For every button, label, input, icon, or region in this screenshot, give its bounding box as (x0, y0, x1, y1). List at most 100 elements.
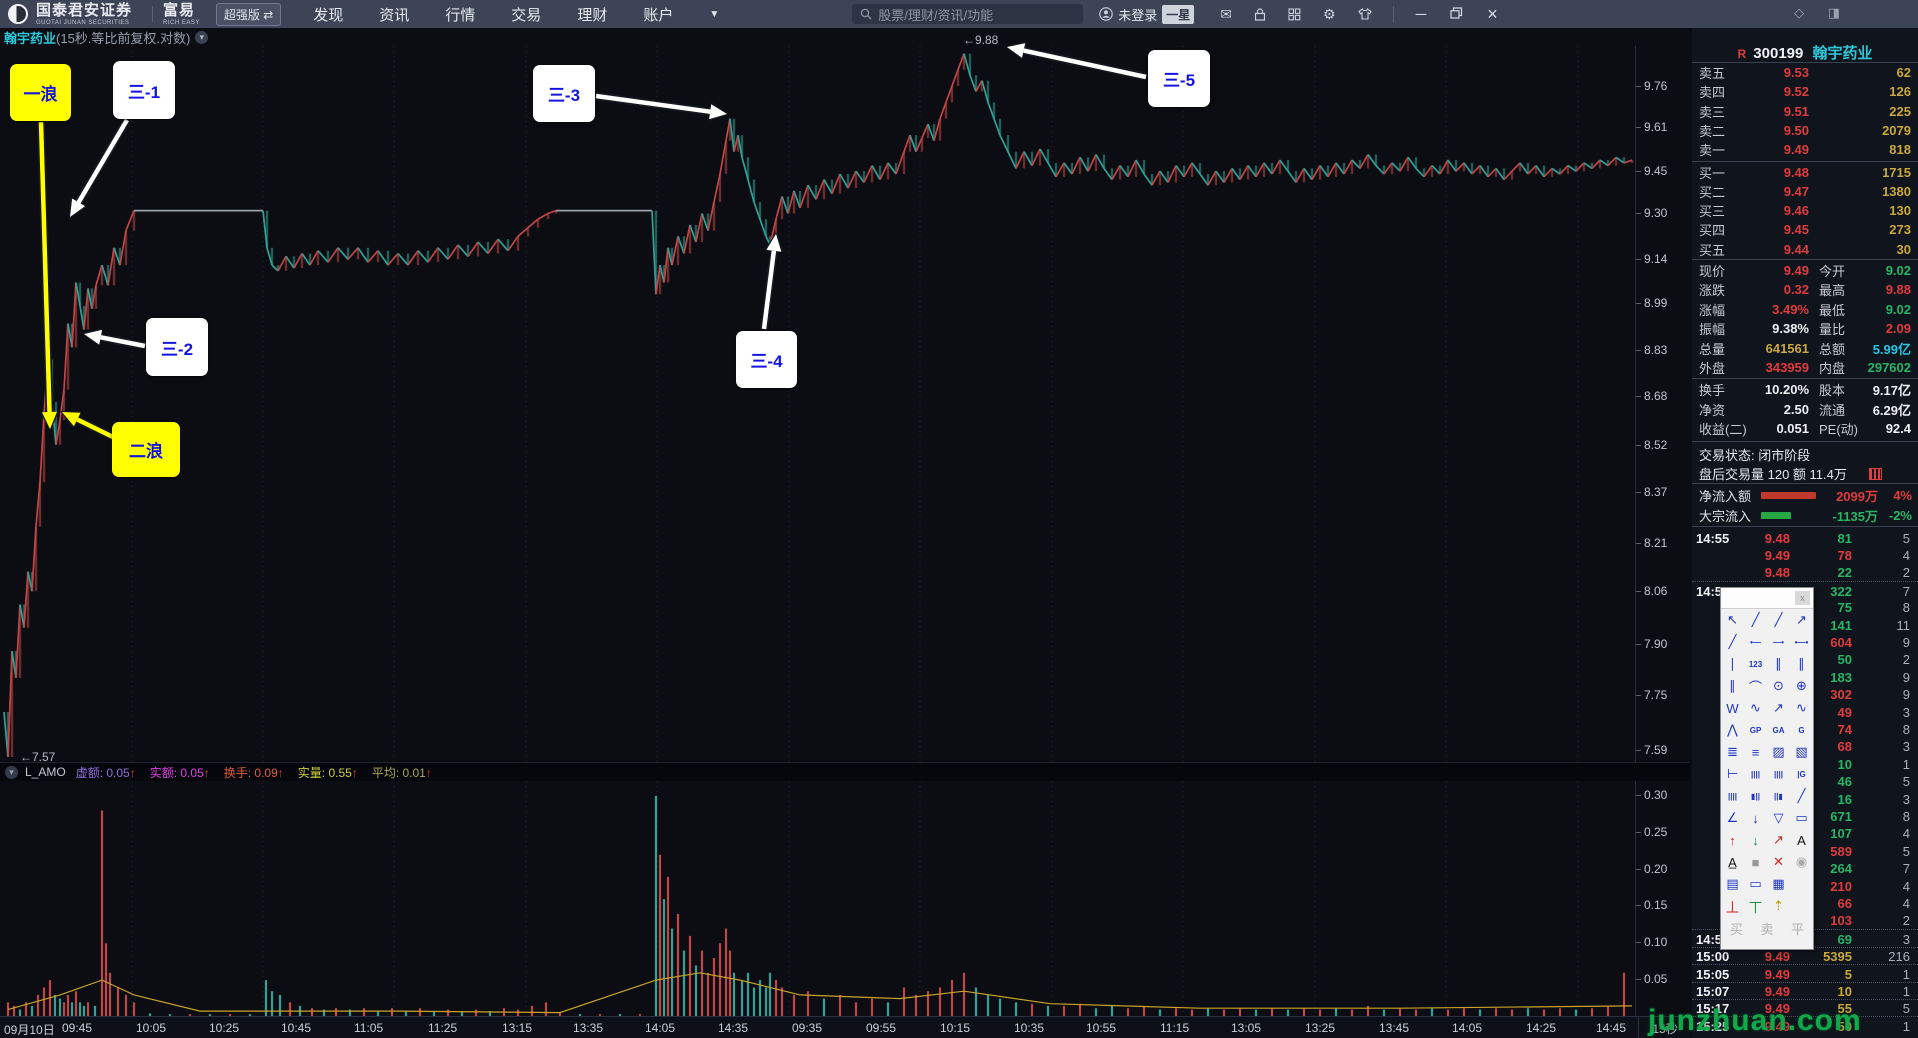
draw-channel-icon[interactable]: ∥ (1775, 656, 1782, 671)
draw-marked-line-icon[interactable]: ⊢ (1726, 766, 1739, 781)
draw-ruler-icon[interactable]: ▭ (1749, 876, 1762, 891)
draw-dense-bars2-icon[interactable]: ▮|| (1751, 791, 1760, 801)
draw-rectangle-icon[interactable]: ▭ (1795, 810, 1808, 825)
draw-dense-bars-icon[interactable]: |||| (1728, 791, 1737, 801)
close-button[interactable]: × (1487, 3, 1498, 24)
login-label[interactable]: 未登录 (1118, 7, 1158, 23)
bid-row-3[interactable]: 买三 9.46 130 (1692, 201, 1918, 220)
draw-down-arrow-green-icon[interactable]: ↓ (1752, 832, 1759, 848)
draw-ray-icon[interactable]: ╱ (1728, 634, 1737, 649)
bid-row-2[interactable]: 买二 9.47 1380 (1692, 182, 1918, 201)
trade-tick-row-25[interactable]: 15:05 9.49 5 1 (1692, 964, 1918, 983)
volume-chart[interactable] (0, 780, 1690, 1017)
bid-row-1[interactable]: 买一 9.48 1715 (1692, 163, 1918, 182)
drawing-toolbar[interactable]: x ↖ ╱ ╱ ↗ ╱ •— —• •—• ∣ 123 ∥ ∥ ∥ ⌒ ⊙ ⊕ W ∿ ↗ ∿ ⋀ GP GA G ≣ ≡ ▨ ▧ ⊢ |… (1720, 587, 1814, 950)
draw-line-dot-icon[interactable]: —• (1773, 637, 1784, 647)
draw-cycle-icon[interactable]: ⊕ (1796, 678, 1807, 693)
login-area[interactable]: 未登录 一星 (1099, 4, 1195, 24)
ask-row-1[interactable]: 卖五 9.53 62 (1692, 63, 1918, 82)
draw-fan-lines-icon[interactable]: ∠ (1726, 810, 1739, 825)
draw-bottom-mark-icon[interactable]: 丅 (1748, 899, 1762, 915)
draw-vertical-segment-icon[interactable]: ∣ (1729, 656, 1736, 671)
ask-row-3[interactable]: 卖三 9.51 225 (1692, 102, 1918, 121)
drawing-toolbar-close-button[interactable]: x (1795, 591, 1810, 605)
draw-vertical-bars-icon[interactable]: |||| (1751, 769, 1760, 779)
bid-row-5[interactable]: 买五 9.44 30 (1692, 240, 1918, 259)
draw-arrow-mark-icon[interactable]: ↗ (1773, 832, 1784, 847)
draw-blank-icon[interactable] (1790, 873, 1813, 895)
trade-tick-row-0[interactable]: 14:55 9.48 81 5 (1692, 529, 1918, 547)
draw-filled-rect-icon[interactable]: ■ (1751, 854, 1760, 870)
apps-grid-icon[interactable] (1288, 7, 1301, 21)
draw-zigzag-arrow-icon[interactable]: ↗ (1773, 700, 1784, 715)
draw-channel2-icon[interactable]: ∥ (1798, 656, 1805, 671)
draw-arc-icon[interactable]: ⌒ (1748, 679, 1762, 695)
draw-arrow-down-icon[interactable]: ↓ (1752, 810, 1759, 826)
draw-flag-icon[interactable]: ▽ (1773, 810, 1784, 825)
annotation-7[interactable]: 三-5 (1148, 50, 1210, 107)
indicator-name[interactable]: L_AMO (25, 765, 66, 779)
after-hours-chart-icon[interactable] (1868, 468, 1882, 481)
annotation-5[interactable]: 三-3 (533, 65, 595, 122)
draw-circle-icon[interactable]: ⊙ (1773, 678, 1784, 693)
draw-dot-line-dot-icon[interactable]: •—• (1794, 637, 1809, 647)
draw-cursor-icon[interactable]: ↖ (1727, 612, 1738, 627)
minimize-button[interactable]: ─ (1415, 5, 1427, 23)
trade-tick-row-1[interactable]: 9.49 78 4 (1692, 547, 1918, 565)
draw-trendline-icon[interactable]: ╱ (1774, 612, 1783, 627)
ask-row-5[interactable]: 卖一 9.49 818 (1692, 140, 1918, 159)
edition-switcher[interactable]: 超强版 ⇄ (215, 2, 282, 26)
draw-dense-bars3-icon[interactable]: ||▮ (1774, 791, 1783, 801)
menu-item-2[interactable]: 行情 (445, 6, 476, 24)
draw-gann-line-icon[interactable]: ∥ (1729, 678, 1736, 693)
draw-up-arrow-red-icon[interactable]: ↑ (1729, 832, 1736, 848)
draw-fib-retrace-icon[interactable]: ≣ (1727, 744, 1738, 759)
draw-delete-icon[interactable]: ✕ (1773, 854, 1784, 869)
annotation-3[interactable]: 三-2 (146, 318, 208, 376)
draw-vertical-bars2-icon[interactable]: |||| (1774, 769, 1783, 779)
settings-gear-icon[interactable]: ⚙ (1323, 5, 1336, 22)
price-chart[interactable] (0, 46, 1690, 762)
chart-corner-icons[interactable]: ◇ ◨ (1794, 5, 1850, 20)
menu-caret-icon[interactable]: ▼ (709, 8, 720, 20)
lock-icon[interactable] (1254, 7, 1266, 21)
draw-fib-levels-icon[interactable]: ≡ (1751, 744, 1760, 760)
draw-dot-line-icon[interactable]: •— (1750, 637, 1761, 647)
draw-numbered-icon[interactable]: 123 (1748, 659, 1763, 669)
menu-item-4[interactable]: 理财 (577, 6, 608, 24)
draw-wave-peaks-icon[interactable]: ∿ (1750, 700, 1761, 715)
trade-tick-row-2[interactable]: 9.48 22 2 (1692, 564, 1918, 582)
menu-item-3[interactable]: 交易 (511, 6, 542, 24)
draw-text-small-icon[interactable]: A̲ (1728, 854, 1737, 870)
draw-text-icon[interactable]: A (1797, 832, 1806, 848)
draw-segment-icon[interactable]: ╱ (1751, 612, 1760, 627)
annotation-4[interactable]: 二浪 (112, 422, 180, 477)
draw-gann-gp-icon[interactable]: GP (1749, 725, 1762, 735)
indicator-chevron-icon[interactable]: ▾ (5, 765, 18, 779)
mail-icon[interactable]: ✉ (1220, 5, 1233, 22)
period-selector[interactable]: 15秒 (1638, 1017, 1691, 1038)
draw-zigzag-icon[interactable]: ∿ (1796, 700, 1807, 715)
bid-row-4[interactable]: 买四 9.45 273 (1692, 220, 1918, 239)
draw-wave-w-icon[interactable]: W (1726, 700, 1739, 716)
maximize-button[interactable] (1450, 6, 1463, 23)
draw-picker-icon[interactable]: ◉ (1795, 854, 1808, 869)
trade-tick-row-28[interactable]: 15:25 9.49 50 1 (1692, 1016, 1918, 1035)
draw-gann-ga-icon[interactable]: GA (1772, 725, 1785, 735)
annotation-6[interactable]: 三-4 (736, 331, 797, 388)
draw-hatch-box2-icon[interactable]: ▧ (1795, 744, 1808, 759)
draw-arrowline-icon[interactable]: ↗ (1796, 612, 1807, 627)
ask-row-2[interactable]: 卖四 9.52 126 (1692, 82, 1918, 101)
draw-bar-g-icon[interactable]: |G (1797, 769, 1806, 779)
ask-row-4[interactable]: 卖二 9.50 2079 (1692, 121, 1918, 140)
draw-top-mark-icon[interactable]: 丄 (1725, 899, 1739, 915)
chart-title-stock-name[interactable]: 翰宇药业 (4, 30, 57, 46)
menu-item-1[interactable]: 资讯 (379, 6, 410, 24)
menu-item-5[interactable]: 账户 (643, 6, 674, 24)
draw-mountain-icon[interactable]: ⋀ (1727, 722, 1738, 737)
drawing-toolbar-titlebar[interactable]: x (1721, 588, 1813, 609)
chart-title-chevron-icon[interactable]: ▾ (195, 30, 209, 44)
search-input[interactable]: 股票/理财/资讯/功能 (852, 4, 1084, 24)
stock-header[interactable]: R 300199 翰宇药业 (1692, 42, 1918, 63)
annotation-2[interactable]: 三-1 (113, 61, 175, 119)
